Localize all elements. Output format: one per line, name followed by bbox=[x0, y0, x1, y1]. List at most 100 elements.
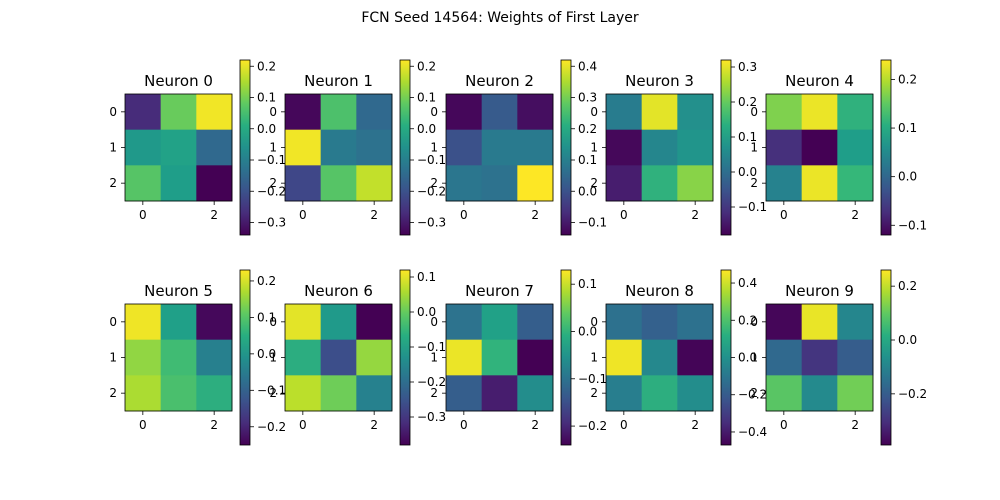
colorbar bbox=[399, 59, 411, 236]
y-tick-label: 1 bbox=[590, 351, 598, 365]
heatmap-cell-r0-c0 bbox=[766, 304, 803, 341]
colorbar-tick-label: −0.2 bbox=[417, 375, 446, 389]
y-tick-label: 2 bbox=[269, 176, 277, 190]
x-tick-label: 0 bbox=[299, 418, 307, 432]
heatmap-panel-3: Neuron 3 0 2 0 1 2 0.3 0.2 0.1 0.0 −0.1 bbox=[590, 59, 767, 236]
y-tick-label: 2 bbox=[590, 386, 598, 400]
x-tick-label: 2 bbox=[210, 208, 218, 222]
colorbar-tick-label: −0.1 bbox=[578, 216, 607, 230]
heatmap-cell-r2-c0 bbox=[125, 375, 162, 412]
x-tick-label: 2 bbox=[691, 208, 699, 222]
colorbar-tick-label: −0.2 bbox=[578, 419, 607, 433]
heatmap-cell-r2-c2 bbox=[837, 375, 874, 412]
heatmap-cell-r0-c0 bbox=[446, 94, 483, 131]
heatmap-cell-r2-c0 bbox=[606, 375, 643, 412]
x-tick-label: 2 bbox=[370, 418, 378, 432]
y-tick-label: 2 bbox=[430, 386, 438, 400]
heatmap-cell-r1-c1 bbox=[801, 129, 838, 166]
heatmap-cell-r1-c2 bbox=[837, 129, 874, 166]
y-tick-label: 1 bbox=[590, 141, 598, 155]
heatmap-panel-4: Neuron 4 0 2 0 1 2 0.2 0.1 0.0 −0.1 bbox=[750, 59, 927, 236]
panel-title: Neuron 3 bbox=[625, 72, 694, 90]
colorbar-tick-label: 0.1 bbox=[257, 91, 276, 105]
heatmap-cell-r2-c1 bbox=[801, 375, 838, 412]
heatmap-cell-r0-c0 bbox=[125, 304, 162, 341]
heatmap-cell-r1-c0 bbox=[766, 339, 803, 376]
x-tick-label: 2 bbox=[691, 418, 699, 432]
panel-title: Neuron 1 bbox=[304, 72, 373, 90]
heatmap-cell-r0-c1 bbox=[801, 304, 838, 341]
heatmap-cell-r1-c0 bbox=[285, 339, 322, 376]
heatmap-cell-r1-c0 bbox=[125, 339, 162, 376]
colorbar-tick-label: −0.1 bbox=[738, 200, 767, 214]
heatmap-panel-8: Neuron 8 0 2 0 1 2 0.4 0.2 0.0 −0.2 −0.4 bbox=[590, 269, 767, 446]
heatmap-cell-r2-c1 bbox=[160, 165, 197, 202]
heatmap-cell-r0-c1 bbox=[641, 304, 678, 341]
y-tick-label: 1 bbox=[269, 351, 277, 365]
heatmap-cell-r2-c1 bbox=[641, 375, 678, 412]
x-tick-label: 0 bbox=[460, 418, 468, 432]
heatmap-cell-r2-c1 bbox=[160, 375, 197, 412]
x-tick-label: 2 bbox=[851, 418, 859, 432]
colorbar-tick-label: 0.1 bbox=[417, 270, 436, 284]
y-tick-label: 2 bbox=[590, 176, 598, 190]
colorbar bbox=[239, 59, 251, 236]
heatmap-cell-r0-c2 bbox=[196, 304, 233, 341]
y-tick-label: 2 bbox=[109, 176, 117, 190]
x-tick-label: 2 bbox=[370, 208, 378, 222]
heatmap-cell-r1-c2 bbox=[677, 129, 714, 166]
heatmap-panel-7: Neuron 7 0 2 0 1 2 0.1 0.0 −0.1 −0.2 bbox=[430, 269, 607, 446]
colorbar-tick-label: 0.4 bbox=[578, 59, 597, 73]
colorbar-tick-label: −0.2 bbox=[257, 420, 286, 434]
x-tick-label: 0 bbox=[139, 418, 147, 432]
heatmap-cell-r2-c2 bbox=[196, 375, 233, 412]
y-tick-label: 1 bbox=[750, 351, 758, 365]
colorbar-tick-label: 0.4 bbox=[738, 276, 757, 290]
y-tick-label: 0 bbox=[109, 105, 117, 119]
colorbar-tick-label: −0.2 bbox=[417, 184, 446, 198]
colorbar-tick-label: 0.1 bbox=[257, 310, 276, 324]
heatmap-cell-r2-c1 bbox=[481, 165, 518, 202]
heatmap-cell-r2-c0 bbox=[125, 165, 162, 202]
heatmap-cell-r1-c1 bbox=[320, 129, 357, 166]
heatmap-panel-0: Neuron 0 0 2 0 1 2 0.2 0.1 0.0 −0.1 −0.2 −0.3 bbox=[109, 59, 286, 236]
x-tick-label: 0 bbox=[620, 418, 628, 432]
colorbar bbox=[560, 59, 572, 236]
colorbar-tick-label: 0.2 bbox=[898, 279, 917, 293]
x-tick-label: 0 bbox=[780, 208, 788, 222]
panel-title: Neuron 0 bbox=[144, 72, 213, 90]
heatmap-cell-r1-c2 bbox=[677, 339, 714, 376]
figure-title: FCN Seed 14564: Weights of First Layer bbox=[361, 10, 639, 26]
y-tick-label: 1 bbox=[750, 141, 758, 155]
colorbar-tick-label: −0.1 bbox=[257, 153, 286, 167]
heatmap-cell-r0-c2 bbox=[677, 304, 714, 341]
heatmap-cell-r1-c1 bbox=[641, 129, 678, 166]
heatmap-cell-r1-c0 bbox=[606, 339, 643, 376]
heatmap-cell-r1-c2 bbox=[356, 339, 393, 376]
colorbar-tick-label: −0.3 bbox=[417, 216, 446, 230]
colorbar-tick-label: 0.0 bbox=[738, 351, 757, 365]
y-tick-label: 2 bbox=[109, 386, 117, 400]
heatmap-cell-r0-c1 bbox=[160, 94, 197, 131]
colorbar-tick-label: −0.1 bbox=[898, 218, 927, 232]
y-tick-label: 1 bbox=[430, 351, 438, 365]
colorbar bbox=[399, 269, 411, 446]
heatmap-cell-r1-c1 bbox=[801, 339, 838, 376]
heatmap-cell-r0-c1 bbox=[641, 94, 678, 131]
y-tick-label: 1 bbox=[430, 141, 438, 155]
colorbar-tick-label: 0.0 bbox=[738, 165, 757, 179]
colorbar-tick-label: −0.1 bbox=[257, 383, 286, 397]
heatmap-cell-r1-c0 bbox=[125, 129, 162, 166]
colorbar-tick-label: −0.2 bbox=[738, 388, 767, 402]
y-tick-label: 2 bbox=[750, 386, 758, 400]
heatmap-cell-r1-c1 bbox=[641, 339, 678, 376]
panel-title: Neuron 7 bbox=[465, 282, 534, 300]
heatmap-cell-r1-c0 bbox=[606, 129, 643, 166]
heatmap-cell-r0-c0 bbox=[285, 304, 322, 341]
heatmap-cell-r1-c2 bbox=[837, 339, 874, 376]
colorbar-tick-label: 0.3 bbox=[578, 91, 597, 105]
colorbar-tick-label: 0.0 bbox=[578, 324, 597, 338]
heatmap-grid: Neuron 0 0 2 0 1 2 0.2 0.1 0.0 −0.1 −0.2 −0.3 Neuron… bbox=[109, 59, 927, 446]
heatmap-cell-r2-c1 bbox=[481, 375, 518, 412]
colorbar-tick-label: 0.1 bbox=[417, 91, 436, 105]
